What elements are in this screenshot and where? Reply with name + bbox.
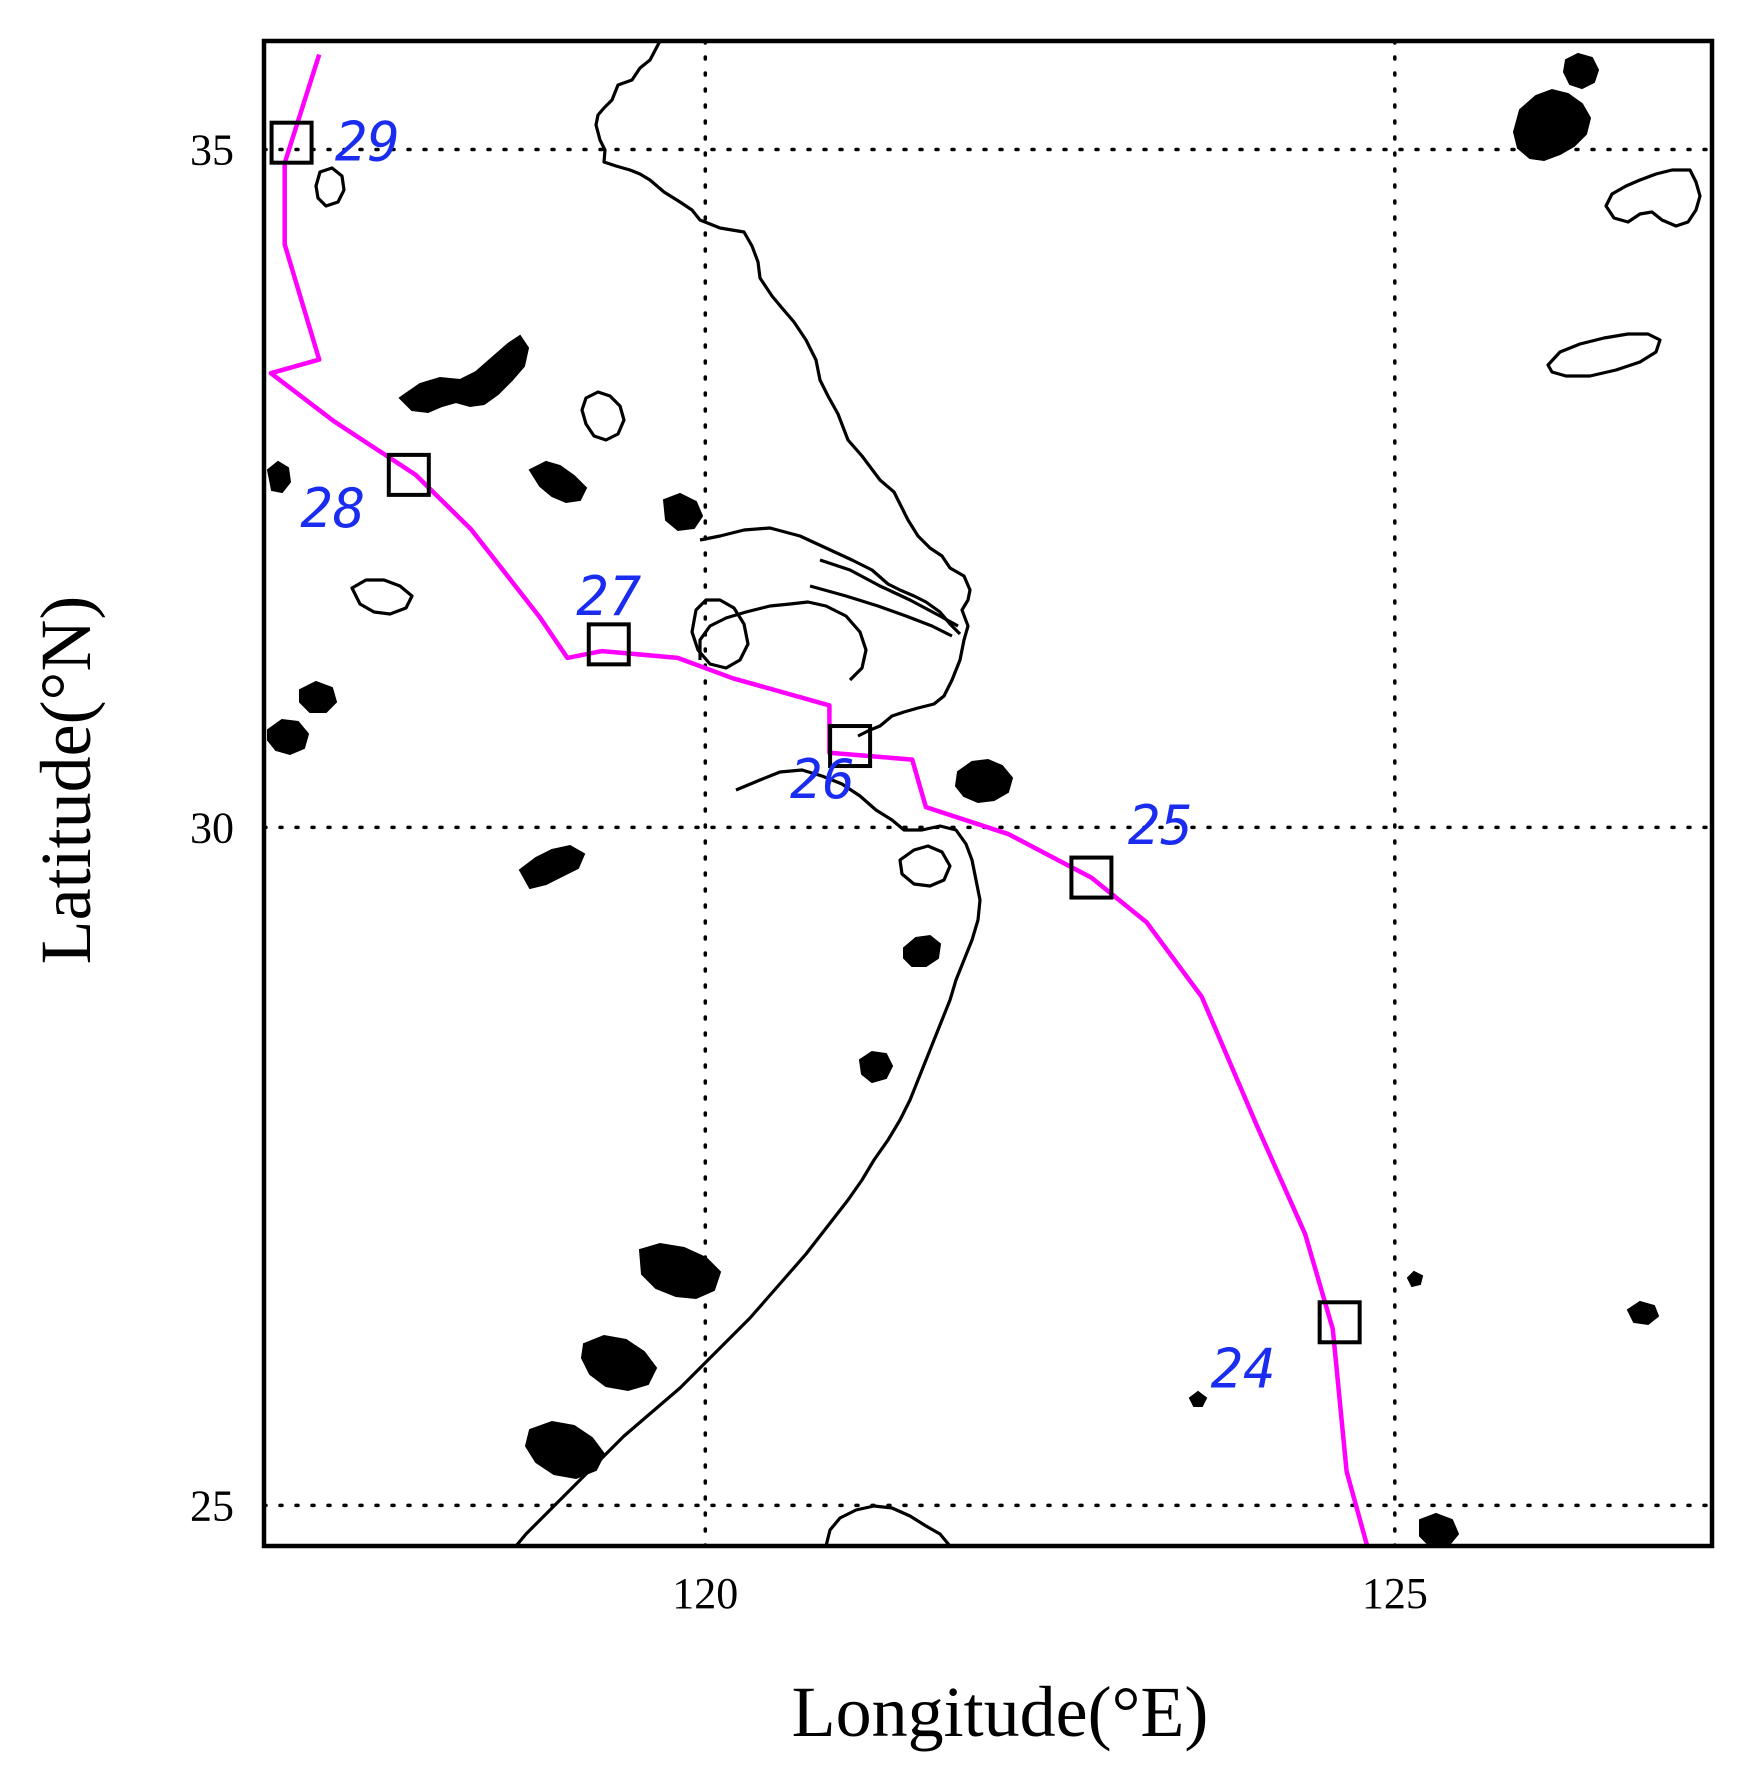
y-axis-title: Latitude(°N) [26, 596, 106, 965]
map-frame [261, 38, 1715, 1549]
land-fragment-fujian-2 [580, 1334, 658, 1392]
track-line [268, 53, 1370, 1546]
land-fragment-west-2 [266, 460, 292, 494]
x-tick-label-125: 125 [1362, 1569, 1428, 1618]
lake-taihu [690, 598, 750, 670]
coastline-yangtze-estuary-2 [819, 558, 959, 628]
land-fragment-korea-islands-2 [1562, 52, 1600, 90]
day-label-25: 25 [1128, 794, 1193, 857]
coastline-north-china [594, 41, 972, 738]
day-marker-24 [1317, 1300, 1362, 1345]
day-label-24: 24 [1211, 1338, 1276, 1401]
coastline-zhejiang-south [514, 768, 982, 1546]
day-marker-25 [1069, 855, 1114, 900]
x-axis-title: Longitude(°E) [792, 1672, 1209, 1752]
land-fragment-west [267, 718, 310, 756]
land-fragment-island-east-3 [1188, 1390, 1208, 1407]
land-fragment-suzhou [662, 492, 704, 532]
land-fragment-zhoushan [954, 758, 1014, 804]
land-fragment-island-east [1626, 1300, 1660, 1326]
day-label-26: 26 [790, 748, 855, 811]
lake-hongze [580, 390, 626, 442]
coastline-yangtze-estuary [699, 526, 962, 636]
y-tick-label-25: 25 [190, 1481, 234, 1530]
typhoon-track: 24 25 26 27 28 29 [268, 53, 1370, 1546]
coastline-korea [1604, 168, 1702, 228]
x-tick-label-120: 120 [672, 1569, 738, 1618]
coastline-yangtze-estuary-3 [809, 584, 953, 638]
land-fragments [266, 52, 1660, 1546]
day-marker-28 [386, 452, 431, 497]
day-label-28: 28 [300, 477, 365, 540]
lake-chaohu [350, 578, 414, 616]
land-fragment-jiangxi [518, 844, 586, 890]
coastline-jeju [1546, 332, 1662, 378]
gridlines [264, 41, 1712, 1546]
land-fragment-west-3 [299, 680, 338, 713]
land-fragment-korea-islands [1512, 88, 1592, 162]
y-tick-label-35: 35 [190, 125, 234, 174]
day-marker-26 [828, 724, 873, 769]
plot-area: 24 25 26 27 28 29 [264, 41, 1712, 1546]
coastlines [314, 41, 1702, 1546]
land-fragment-coast-islands [903, 934, 942, 967]
day-label-27: 27 [576, 565, 641, 628]
day-marker-27 [586, 622, 631, 667]
day-marker-29 [269, 120, 314, 165]
lake-nansi [314, 166, 346, 208]
land-fragment-taiwan-ne [1419, 1512, 1460, 1546]
land-fragment-wuhu [528, 460, 588, 504]
coastline-hangzhou-bay [698, 600, 868, 682]
day-label-29: 29 [335, 111, 400, 174]
land-fragment-hefei [398, 334, 530, 414]
land-fragment-fujian [638, 1242, 722, 1300]
coastline-taiwan [824, 1504, 952, 1546]
coastline-zhejiang-islands [898, 844, 952, 888]
axis-labels: 120 125 25 30 35 [190, 125, 1428, 1618]
land-fragment-fujian-3 [524, 1420, 606, 1480]
y-tick-label-30: 30 [190, 803, 234, 852]
land-fragment-island-east-2 [1406, 1270, 1424, 1288]
land-fragment-coast-islands-2 [858, 1050, 894, 1084]
